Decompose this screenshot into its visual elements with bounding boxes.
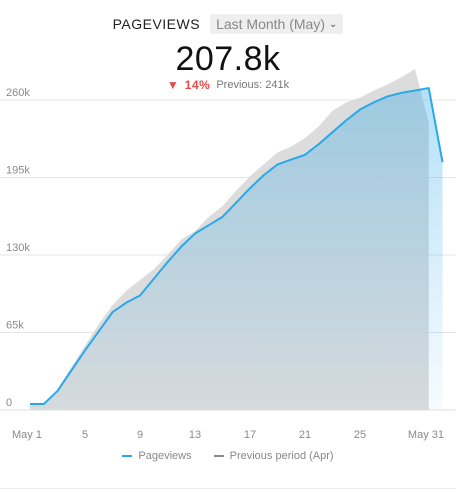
bottom-divider xyxy=(0,488,456,489)
chevron-down-icon: ⌄ xyxy=(329,18,338,30)
x-tick-label: 13 xyxy=(189,429,201,441)
x-tick-label: 25 xyxy=(354,429,366,441)
chart-legend: Pageviews Previous period (Apr) xyxy=(0,450,456,462)
legend-label-previous: Previous period (Apr) xyxy=(229,450,334,462)
metric-name: PAGEVIEWS xyxy=(112,16,201,32)
pageviews-chart: 0 65k 130k 195k 260k May 1 5 9 13 17 21 25 May 31 xyxy=(0,69,456,441)
legend-item-pageviews[interactable]: Pageviews xyxy=(122,450,192,462)
metric-value: 207.8k xyxy=(175,40,281,78)
x-tick-label: May 31 xyxy=(408,429,444,441)
legend-swatch-pageviews xyxy=(122,455,133,457)
period-dropdown-label: Last Month (May) xyxy=(216,16,326,32)
y-tick-label: 0 xyxy=(6,397,12,409)
y-tick-label: 130k xyxy=(6,242,30,254)
x-tick-label: 9 xyxy=(137,429,143,441)
y-tick-label: 195k xyxy=(6,165,30,177)
legend-item-previous[interactable]: Previous period (Apr) xyxy=(213,450,334,462)
y-tick-label: 260k xyxy=(6,87,30,99)
x-tick-label: May 1 xyxy=(12,429,42,441)
series-pageviews-line xyxy=(30,87,444,406)
legend-label-pageviews: Pageviews xyxy=(138,450,192,462)
previous-value: Previous: 241k xyxy=(216,79,290,91)
delta-row: ▼ 14% Previous: 241k xyxy=(0,78,456,92)
legend-swatch-previous xyxy=(213,455,224,457)
series-pageviews-area xyxy=(30,88,443,411)
down-arrow-icon: ▼ xyxy=(166,78,179,92)
x-tick-label: 21 xyxy=(299,429,311,441)
x-tick-label: 5 xyxy=(82,429,88,441)
period-dropdown[interactable]: Last Month (May) ⌄ xyxy=(210,14,344,34)
x-tick-label: 17 xyxy=(244,429,256,441)
delta-percent: 14% xyxy=(184,78,211,92)
title-row: PAGEVIEWS Last Month (May) ⌄ xyxy=(0,14,456,34)
y-tick-label: 65k xyxy=(6,320,24,332)
summary-header: PAGEVIEWS Last Month (May) ⌄ 207.8k ▼ 14… xyxy=(0,0,456,100)
